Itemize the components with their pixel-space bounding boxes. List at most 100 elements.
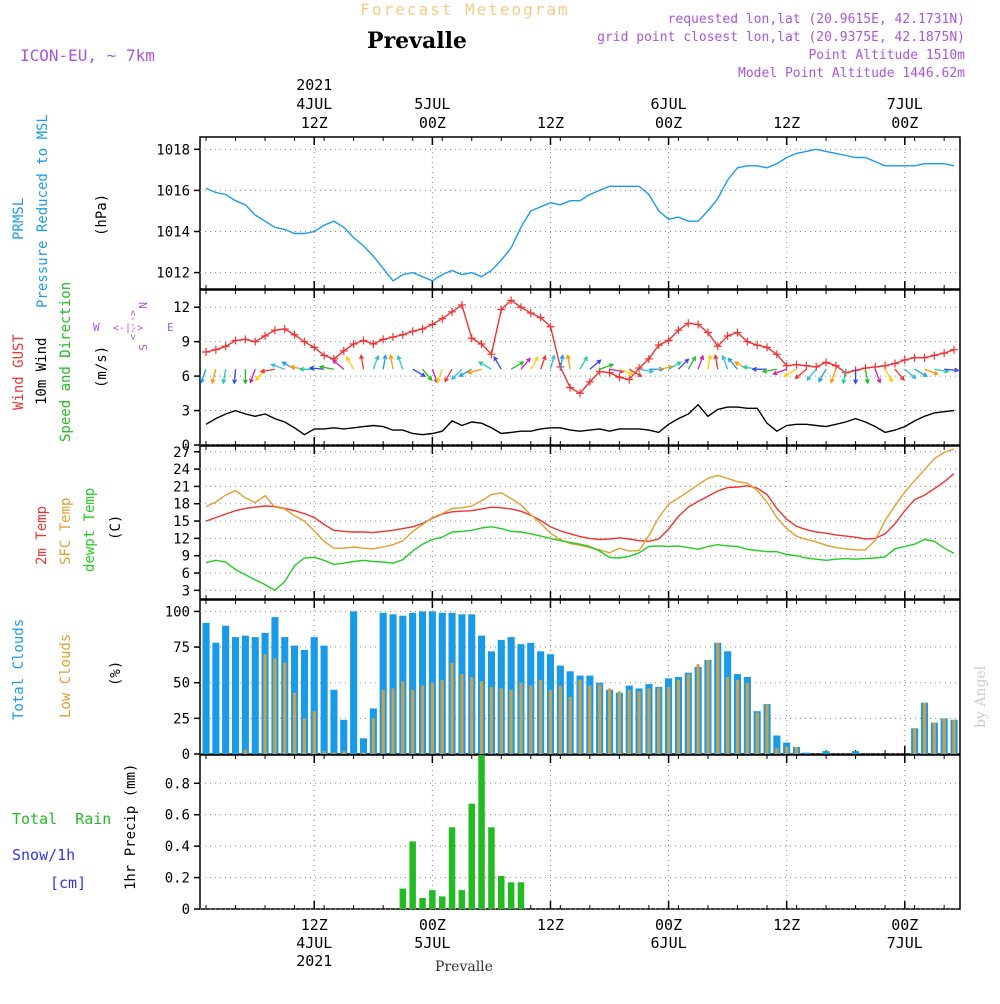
wind-unit-label: (m/s) bbox=[94, 346, 110, 388]
bar-total-clouds bbox=[389, 614, 397, 754]
precip-labels: Total Rain Snow/1h [cm] 1hr Precip (mm) bbox=[12, 764, 139, 892]
wind-arrow-head bbox=[933, 370, 939, 376]
gust-marker bbox=[300, 337, 309, 346]
cloud-unit-label: (%) bbox=[108, 661, 124, 686]
wind-arrow-head bbox=[751, 366, 757, 372]
wind-arrow-shaft bbox=[842, 369, 847, 384]
snow-unit-label: [cm] bbox=[50, 874, 86, 892]
wind-arrow-head bbox=[699, 354, 705, 361]
wind-arrow-head bbox=[818, 377, 823, 383]
top-time-label: 4JUL bbox=[296, 95, 332, 113]
gust-marker bbox=[428, 320, 437, 329]
wind-arrow bbox=[270, 363, 285, 370]
bar-total-clouds bbox=[320, 645, 328, 754]
y-tick-label: 1014 bbox=[156, 224, 190, 240]
gust-marker bbox=[950, 345, 958, 354]
bar-total-rain bbox=[488, 827, 495, 909]
wind-arrow bbox=[232, 369, 238, 385]
gust-marker bbox=[231, 336, 240, 345]
wind-arrow-head bbox=[721, 354, 727, 361]
wind-arrow-shaft bbox=[200, 368, 207, 383]
wind-arrow-shaft bbox=[320, 366, 335, 370]
bar-low-clouds bbox=[942, 718, 946, 754]
gust-marker bbox=[920, 353, 929, 362]
wind-arrow-head bbox=[382, 354, 388, 360]
wind-arrow-shaft bbox=[382, 355, 387, 370]
wind-arrow-head bbox=[332, 359, 338, 365]
y-tick-label: 0 bbox=[182, 902, 190, 918]
wind-arrow-head bbox=[478, 361, 484, 366]
wind-arrow bbox=[599, 363, 615, 370]
wind-arrow bbox=[894, 368, 905, 381]
wind-arrow-head bbox=[451, 375, 457, 381]
wind-arrow bbox=[727, 357, 738, 370]
y-tick-label: 0.8 bbox=[165, 776, 190, 792]
wind-arrow-shaft bbox=[707, 355, 712, 370]
gust-marker bbox=[241, 335, 250, 344]
bar-total-clouds bbox=[212, 642, 220, 754]
bottom-time-label: 7JUL bbox=[887, 934, 923, 952]
gust-marker bbox=[713, 342, 722, 351]
gust-marker bbox=[497, 305, 506, 314]
wind-arrow-head bbox=[676, 361, 682, 366]
wind-arrow bbox=[697, 354, 705, 370]
y-tick-label: 1018 bbox=[156, 142, 190, 158]
bar-total-clouds bbox=[773, 735, 781, 754]
wind-arrow-shaft bbox=[493, 356, 502, 370]
y-tick-label: 15 bbox=[173, 514, 190, 530]
bar-total-rain bbox=[439, 896, 446, 909]
bar-low-clouds bbox=[558, 685, 562, 754]
wind-arrow bbox=[444, 368, 453, 383]
wind-arrow-shaft bbox=[412, 368, 426, 377]
gust-marker bbox=[349, 339, 358, 348]
wind-arrow-head bbox=[420, 372, 426, 377]
bar-total-clouds bbox=[330, 689, 338, 754]
wind-arrow bbox=[318, 364, 335, 370]
bar-total-clouds bbox=[379, 612, 387, 754]
gust-marker bbox=[379, 335, 388, 344]
wind-arrow-shaft bbox=[784, 368, 797, 377]
prmsl-label: PRMSL bbox=[11, 198, 27, 240]
gust-marker bbox=[881, 361, 890, 370]
wind-arrow-shaft bbox=[389, 355, 394, 370]
gust-marker bbox=[763, 343, 771, 352]
wind-arrow-shaft bbox=[806, 368, 817, 381]
gust-marker bbox=[605, 368, 614, 377]
gust-marker bbox=[576, 389, 584, 398]
wind-arrow-head bbox=[783, 372, 789, 377]
wind-arrow-shaft bbox=[233, 369, 237, 384]
gust-marker bbox=[270, 326, 279, 335]
bar-total-rain bbox=[429, 890, 436, 909]
wind-arrow bbox=[549, 354, 556, 370]
y-tick-label: 6 bbox=[182, 566, 190, 582]
wind-arrow-shaft bbox=[668, 361, 682, 370]
top-time-label: 12Z bbox=[773, 114, 800, 132]
wind-arrow bbox=[199, 368, 207, 384]
bar-low-clouds bbox=[755, 712, 759, 754]
bar-total-clouds bbox=[822, 751, 830, 754]
wind-arrow-shaft bbox=[436, 368, 443, 383]
gust-marker bbox=[359, 336, 368, 345]
wind-arrow-head bbox=[281, 361, 287, 366]
gust-marker bbox=[684, 319, 693, 328]
wind-arrow-head bbox=[436, 378, 441, 384]
wind-arrow-shaft bbox=[830, 368, 837, 383]
wind-arrow-head bbox=[806, 375, 812, 381]
bar-low-clouds bbox=[440, 679, 444, 754]
wind-label: 10m Wind bbox=[34, 338, 50, 405]
bar-low-clouds bbox=[745, 682, 749, 754]
gust-marker bbox=[782, 361, 791, 370]
bar-low-clouds bbox=[922, 702, 927, 754]
wind-arrow-shaft bbox=[722, 355, 729, 370]
gust-marker bbox=[457, 300, 466, 309]
wind-arrow-head bbox=[308, 365, 315, 371]
y-tick-label: 50 bbox=[173, 676, 190, 692]
bar-low-clouds bbox=[548, 689, 553, 754]
gust-marker bbox=[930, 351, 939, 360]
bar-low-clouds bbox=[794, 746, 799, 754]
bar-total-clouds bbox=[241, 635, 249, 754]
bar-low-clouds bbox=[716, 642, 720, 754]
wind-arrow-head bbox=[396, 354, 402, 361]
bar-low-clouds bbox=[775, 748, 779, 754]
wind-arrow bbox=[540, 354, 547, 370]
